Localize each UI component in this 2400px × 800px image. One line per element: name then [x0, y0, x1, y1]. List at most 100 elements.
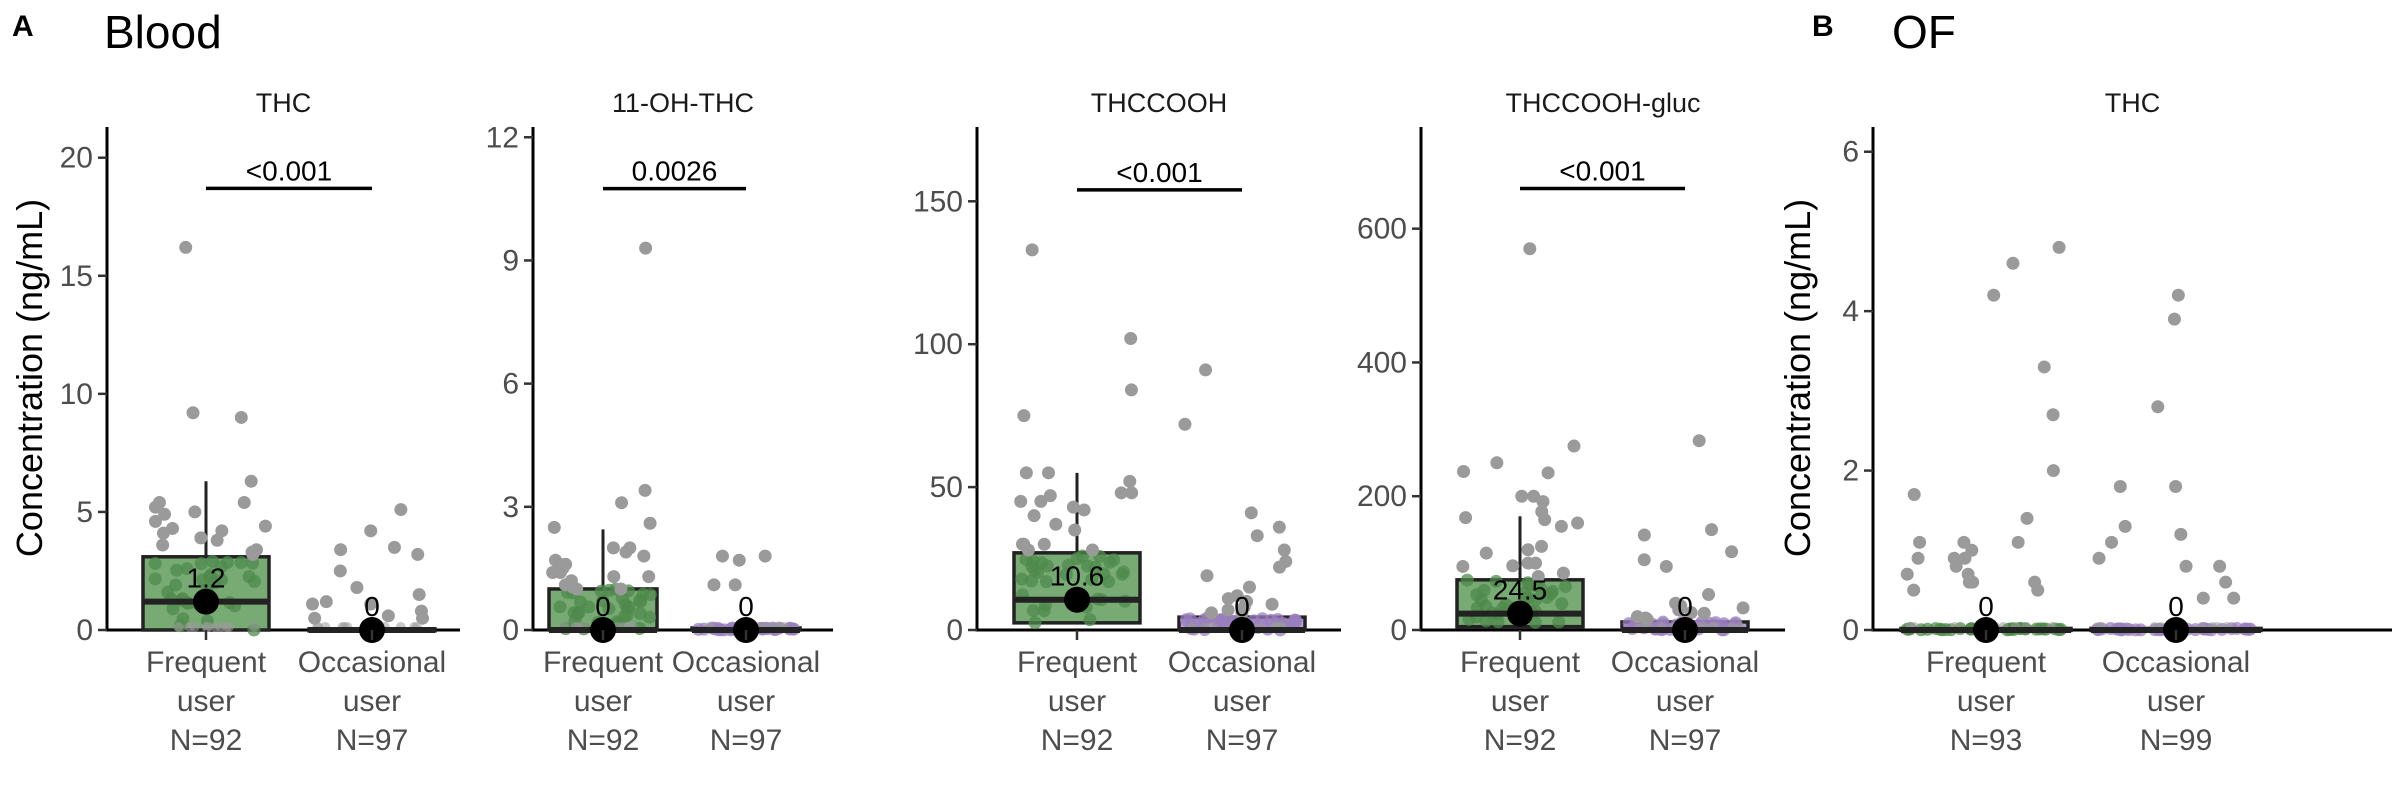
data-point: [1277, 543, 1291, 557]
group-occasional: 0 Occasional user N=97: [1611, 434, 1759, 757]
data-point: [412, 588, 426, 602]
x-tick-label: N=99: [2140, 724, 2213, 757]
data-point: [546, 566, 560, 580]
median-label: 0: [364, 591, 380, 622]
data-point: [1900, 567, 1914, 581]
data-point: [606, 541, 620, 555]
data-point: [1702, 588, 1716, 602]
y-tick-label: 4: [1842, 295, 1859, 328]
y-tick-label: 20: [60, 142, 93, 175]
data-point: [194, 557, 208, 571]
section-title-blood: Blood: [104, 6, 222, 58]
x-tick-label: Occasional: [298, 646, 446, 679]
data-point: [258, 519, 272, 533]
data-point: [2031, 583, 2045, 597]
data-point: [615, 496, 629, 510]
x-tick-label: N=92: [170, 724, 243, 757]
p-value-label: 0.0026: [632, 156, 718, 187]
data-point: [1028, 616, 1042, 630]
data-point: [1221, 592, 1235, 606]
data-point: [1541, 466, 1555, 480]
data-point: [636, 587, 650, 601]
data-point: [2113, 480, 2127, 494]
data-point: [148, 514, 162, 528]
data-point: [1116, 565, 1130, 579]
x-tick-label: user: [1048, 685, 1106, 718]
group-frequent: 24.5 Frequent user N=92: [1455, 242, 1585, 757]
data-point: [180, 562, 194, 576]
x-tick-label: Frequent: [1460, 646, 1581, 679]
data-point: [570, 582, 584, 596]
data-point: [411, 547, 425, 561]
median-dot: [1064, 586, 1090, 613]
data-point: [1124, 331, 1138, 345]
data-point: [1061, 558, 1075, 572]
data-point: [1021, 543, 1035, 557]
panel-thc: THC 0 2 4 6 0 Frequent user N=93 0 Occasional user N…: [1842, 88, 2392, 757]
data-point: [210, 622, 221, 632]
data-point: [416, 611, 430, 625]
data-point: [1966, 575, 1980, 589]
data-point: [732, 553, 746, 567]
data-point: [387, 540, 401, 554]
data-point: [2174, 527, 2188, 541]
data-point: [1725, 545, 1739, 559]
data-point: [184, 622, 195, 632]
x-tick-label: N=93: [1950, 724, 2023, 757]
data-point: [1697, 606, 1711, 620]
data-point: [2179, 559, 2193, 573]
data-point: [1235, 606, 1249, 620]
data-point: [1637, 528, 1651, 542]
data-point: [188, 505, 202, 519]
x-tick-label: user: [177, 685, 235, 718]
data-point: [1672, 603, 1686, 617]
data-point: [2213, 559, 2227, 573]
data-point: [148, 572, 162, 586]
data-point: [247, 574, 261, 588]
group-occasional: 0 Occasional user N=97: [1168, 363, 1316, 757]
data-point: [1085, 572, 1099, 586]
data-point: [1949, 559, 1963, 573]
data-point: [1124, 383, 1138, 397]
data-point: [1042, 466, 1056, 480]
data-point: [638, 483, 652, 497]
data-point: [237, 495, 251, 509]
median-label: 0: [1677, 591, 1693, 622]
median-label: 0: [595, 591, 611, 622]
x-tick-label: N=92: [1484, 724, 1557, 757]
data-point: [1552, 615, 1566, 629]
data-point: [620, 608, 634, 622]
data-point: [1535, 539, 1549, 553]
y-tick-label: 50: [930, 471, 963, 504]
data-point: [234, 555, 248, 569]
data-point: [1907, 583, 1921, 597]
group-frequent: 1.2 Frequent user N=92: [141, 240, 272, 757]
data-point: [1039, 575, 1053, 589]
y-tick-label: 15: [60, 260, 93, 293]
data-point: [1204, 606, 1218, 620]
data-point: [1479, 546, 1493, 560]
data-point: [553, 600, 567, 614]
median-label: 24.5: [1493, 575, 1548, 606]
data-point: [1103, 555, 1117, 569]
data-point: [1907, 487, 1921, 501]
panel-title: 11-OH-THC: [612, 88, 754, 118]
data-point: [1460, 573, 1474, 587]
data-point: [1479, 599, 1493, 613]
data-point: [1538, 513, 1552, 527]
panel-thc: THC 0 5 10 15 20 1.2 Frequent user N=92 0 Occasiona…: [60, 88, 460, 757]
data-point: [619, 545, 633, 559]
data-point: [1705, 523, 1719, 537]
data-point: [1479, 614, 1493, 628]
data-point: [1567, 439, 1581, 453]
data-point: [1242, 580, 1256, 594]
data-point: [333, 564, 347, 578]
data-point: [594, 584, 608, 598]
data-point: [1571, 516, 1585, 530]
y-tick-label: 12: [486, 121, 519, 154]
data-point: [1043, 489, 1057, 503]
median-dot: [193, 588, 219, 615]
y-axis-label-blood: Concentration (ng/mL): [9, 199, 50, 557]
y-tick-label: 3: [502, 491, 519, 524]
data-point: [244, 474, 258, 488]
